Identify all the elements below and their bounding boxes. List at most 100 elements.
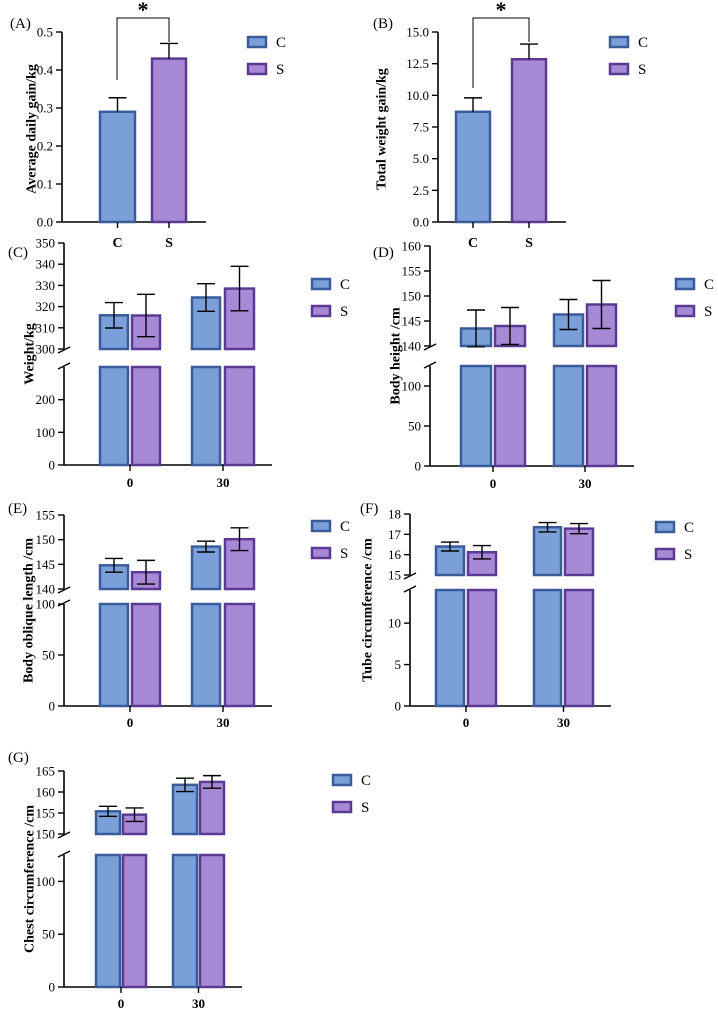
y-tick-label: 150 xyxy=(36,827,56,842)
y-tick-label: 17 xyxy=(388,527,402,542)
legend-swatch-c xyxy=(331,773,353,787)
bar-s-lower xyxy=(466,588,498,708)
y-tick-label: 10.0 xyxy=(406,88,429,103)
legend-label-c: C xyxy=(276,35,286,51)
y-tick-label: 2.5 xyxy=(413,183,429,198)
legend-label-c: C xyxy=(684,520,694,536)
y-tick-label: 150 xyxy=(402,289,422,304)
y-tick-label: 50 xyxy=(42,648,55,663)
y-tick-label: 0.0 xyxy=(37,215,53,230)
legend-label-s: S xyxy=(704,304,712,320)
bar-c-upper xyxy=(532,525,563,577)
y-tick-label: 0 xyxy=(415,459,422,474)
x-tick-label: 30 xyxy=(192,996,205,1011)
y-tick-label: 0.5 xyxy=(37,25,53,40)
legend-swatch-c xyxy=(608,35,630,49)
panel-label: (G) xyxy=(8,750,29,766)
y-tick-label: 0 xyxy=(395,699,402,714)
bar-s-lower xyxy=(198,853,226,989)
bar-c-lower xyxy=(98,365,130,467)
y-tick-label: 10 xyxy=(388,616,401,631)
legend-swatch-c xyxy=(310,277,332,291)
y-tick-label: 155 xyxy=(36,508,56,523)
y-tick-label: 15 xyxy=(388,568,401,583)
y-tick-label: 12.5 xyxy=(406,56,429,71)
legend-label-c: C xyxy=(361,773,371,789)
y-tick-label: 145 xyxy=(402,314,422,329)
x-tick-label: S xyxy=(165,236,173,251)
bar-s-upper xyxy=(563,527,595,577)
axis-break-mark xyxy=(57,362,71,370)
bar-s-lower xyxy=(130,602,162,708)
y-tick-label: 320 xyxy=(36,299,56,314)
chart-panel-a: (A)0.00.10.20.30.40.5C S*Average daily ga… xyxy=(10,0,286,251)
y-tick-label: 18 xyxy=(388,507,401,522)
legend-label-s: S xyxy=(340,304,348,320)
x-tick-label: 30 xyxy=(217,475,230,490)
bar-s xyxy=(150,57,188,224)
legend-swatch-s xyxy=(331,800,353,814)
bar-c-lower xyxy=(434,588,466,708)
y-tick-label: 16 xyxy=(388,547,402,562)
axis-break-mark xyxy=(423,343,437,351)
bar-c-lower xyxy=(532,588,563,708)
legend-swatch-s xyxy=(608,62,630,76)
panel-label: (C) xyxy=(8,245,28,261)
y-tick-label: 160 xyxy=(36,785,56,800)
bar-c-lower xyxy=(459,364,493,468)
bar-c-lower xyxy=(190,365,222,467)
y-tick-label: 15.0 xyxy=(406,25,429,40)
y-tick-label: 100 xyxy=(36,597,56,612)
x-tick-label: 0 xyxy=(490,476,497,491)
y-tick-label: 0.1 xyxy=(37,177,53,192)
legend-swatch-s xyxy=(310,546,332,560)
y-tick-label: 160 xyxy=(402,239,422,254)
legend-label-c: C xyxy=(704,277,714,293)
y-tick-label: 140 xyxy=(402,339,422,354)
axis-break-mark xyxy=(403,572,417,580)
chart-panel-f: (F) 0 5 10 15 16 17 18 0 30 Tube circumference /cm… xyxy=(360,501,694,730)
y-tick-label: 100 xyxy=(36,874,56,889)
x-tick-label: 30 xyxy=(217,715,230,730)
y-tick-label: 0 xyxy=(49,458,56,473)
y-axis-label: Total weight gain/kg xyxy=(375,68,390,190)
bar-c xyxy=(98,110,137,224)
axis-break-mark xyxy=(57,586,71,594)
bar-s-lower xyxy=(130,365,162,467)
y-tick-label: 7.5 xyxy=(413,120,429,135)
y-tick-label: 0.2 xyxy=(37,139,53,154)
y-tick-label: 330 xyxy=(36,278,56,293)
y-tick-label: 165 xyxy=(36,764,56,779)
legend-label-s: S xyxy=(276,62,284,78)
bar-c-lower xyxy=(98,602,130,708)
axis-break-gap xyxy=(412,576,613,589)
significance-star: * xyxy=(496,0,507,22)
y-tick-label: 155 xyxy=(36,806,56,821)
x-tick-label: 30 xyxy=(557,715,570,730)
legend-swatch-s xyxy=(310,304,332,318)
y-tick-label: 350 xyxy=(36,236,56,251)
bar-c-lower xyxy=(171,853,199,989)
chart-panel-c: (C) 0 100 200 300 310 320 330 340 350 0 30 Weight/kg… xyxy=(8,236,350,491)
axis-break-mark xyxy=(423,361,437,369)
panel-label: (B) xyxy=(373,16,393,32)
bar-c-upper xyxy=(171,783,199,836)
axis-break-mark xyxy=(57,850,71,858)
legend-label-c: C xyxy=(340,519,350,535)
bar-s-upper xyxy=(198,780,226,836)
legend-label-s: S xyxy=(340,546,348,562)
legend-swatch-c xyxy=(310,519,332,533)
axis-break-gap xyxy=(432,347,636,365)
axis-break-mark xyxy=(57,346,71,354)
y-tick-label: 0.3 xyxy=(37,101,53,116)
significance-bracket xyxy=(472,17,530,88)
axis-break-mark xyxy=(57,831,71,839)
chart-panel-g: (G) 0 50 100 150 155 160 165 0 30 Chest circumfere… xyxy=(8,750,371,1011)
bar-s-lower xyxy=(585,364,618,468)
legend-swatch-c xyxy=(246,35,268,49)
y-axis-label: Chest circumference /cm xyxy=(23,805,38,953)
x-tick-label: S xyxy=(525,236,533,251)
x-tick-label: 0 xyxy=(127,475,134,490)
